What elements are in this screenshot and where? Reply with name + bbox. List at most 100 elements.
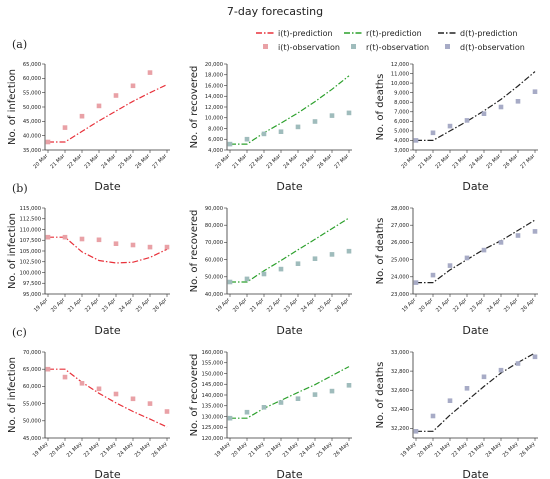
x-tick-label: 25 Mar	[117, 153, 135, 171]
x-tick-label: 21 Mar	[49, 153, 67, 171]
prediction-line	[230, 217, 350, 283]
observation-point	[227, 279, 233, 285]
y-tick-label: 105,000	[20, 249, 41, 255]
observation-point	[113, 391, 119, 397]
y-tick-label: 14,000	[205, 94, 223, 100]
observation-point	[515, 233, 521, 238]
observation-point	[413, 280, 419, 285]
x-tick-label: 19 Apr	[401, 297, 418, 314]
y-tick-label: 18,000	[205, 73, 223, 79]
y-tick-label: 145,000	[202, 382, 223, 388]
observation-point	[278, 266, 284, 272]
observation-point	[62, 125, 68, 130]
y-tick-label: 3,000	[394, 148, 409, 154]
x-axis-label: Date	[276, 468, 303, 479]
x-tick-label: 19 May	[32, 441, 50, 459]
observation-point	[498, 367, 504, 373]
y-axis-label: No. of deaths	[375, 362, 386, 429]
x-tick-label: 21 May	[434, 441, 452, 459]
x-tick-label: 24 Apr	[300, 297, 317, 314]
observation-point	[329, 252, 335, 257]
observation-point	[79, 113, 85, 119]
observation-point	[244, 409, 250, 415]
x-tick-label: 26 Apr	[152, 297, 169, 314]
observation-point	[164, 244, 170, 250]
y-axis-label: No. of infection	[7, 213, 18, 289]
figure-title: 7-day forecasting	[227, 5, 323, 18]
legend-label-d-pred: d(t)-prediction	[460, 29, 517, 38]
observation-point	[278, 129, 284, 134]
x-tick-label: 24 Apr	[486, 297, 503, 314]
y-axis-label: No. of recovered	[189, 66, 200, 149]
y-axis-label: No. of deaths	[375, 218, 386, 285]
x-axis-label: Date	[462, 468, 489, 479]
row-label-a: (a)	[12, 38, 27, 51]
observation-point	[113, 93, 119, 98]
x-tick-label: 23 May	[468, 441, 486, 459]
observation-point	[79, 381, 85, 386]
x-tick-label: 24 May	[299, 441, 317, 459]
prediction-line	[416, 219, 536, 284]
observation-point	[430, 413, 436, 419]
x-axis-label: Date	[276, 180, 303, 193]
prediction-line	[48, 368, 168, 428]
legend: i(t)-prediction r(t)-prediction d(t)-pre…	[256, 29, 525, 52]
panel-c-recovered: 120,000 125,000 130,000 135,000 140,000 145,0…	[189, 350, 352, 479]
row-labels: (a) (b) (c)	[12, 38, 28, 339]
prediction-line	[230, 366, 350, 419]
y-tick-label: 10,000	[205, 116, 223, 122]
observation-point	[464, 386, 470, 391]
x-tick-label: 21 Mar	[417, 153, 435, 171]
observation-point	[147, 401, 153, 406]
y-tick-label: 110,000	[20, 227, 41, 233]
x-axis-label: Date	[94, 468, 121, 479]
x-tick-label: 25 Mar	[485, 153, 503, 171]
observation-point	[130, 242, 136, 248]
y-tick-label: 8,000	[394, 100, 409, 106]
y-tick-label: 6,000	[394, 119, 409, 125]
y-tick-label: 70,000	[23, 350, 41, 356]
legend-swatch-r-obs	[351, 44, 356, 49]
x-tick-label: 23 Mar	[83, 153, 101, 171]
legend-swatch-d-obs	[445, 44, 450, 49]
observation-point	[79, 236, 85, 242]
x-tick-label: 19 Apr	[33, 297, 50, 314]
x-tick-label: 27 Mar	[519, 153, 537, 171]
x-tick-label: 23 May	[100, 441, 118, 459]
legend-swatch-i-obs	[263, 44, 268, 49]
x-tick-label: 20 Mar	[32, 153, 50, 171]
observation-point	[96, 386, 102, 392]
y-axis-label: No. of infection	[7, 357, 18, 433]
y-tick-label: 115,000	[20, 206, 41, 212]
observation-point	[481, 247, 487, 253]
prediction-line	[416, 71, 536, 141]
observation-point	[312, 392, 318, 397]
panel-b-infection: 95,000 97,500 100,000 102,500 105,000 107,500…	[7, 206, 170, 337]
x-tick-label: 19 Apr	[215, 297, 232, 314]
y-axis-label: No. of deaths	[375, 74, 386, 141]
x-tick-label: 20 May	[49, 441, 67, 459]
panel-c-deaths: 32,200 32,400 32,600 32,800 33,000 19 May 20 M…	[375, 350, 538, 479]
observation-point	[113, 241, 119, 246]
observation-point	[96, 103, 102, 109]
observation-point	[515, 361, 521, 366]
panel-b-recovered: 40,000 50,000 60,000 70,000 80,000 90,000 19 A…	[189, 206, 352, 337]
x-tick-label: 26 May	[151, 441, 169, 459]
observation-point	[261, 405, 267, 410]
x-axis-label: Date	[94, 324, 121, 337]
y-tick-label: 45,000	[23, 119, 41, 125]
y-tick-label: 90,000	[205, 206, 223, 212]
observation-point	[244, 136, 250, 142]
x-tick-label: 26 Mar	[134, 153, 152, 171]
y-tick-label: 20,000	[205, 62, 223, 68]
x-axis-label: Date	[462, 180, 489, 193]
observation-point	[430, 130, 436, 136]
observation-point	[227, 141, 233, 147]
y-axis-label: No. of infection	[7, 69, 18, 145]
observation-point	[227, 415, 233, 421]
x-tick-label: 19 May	[400, 441, 418, 459]
x-tick-label: 25 Apr	[135, 297, 152, 314]
legend-label-d-obs: d(t)-observation	[460, 43, 525, 52]
x-axis-label: Date	[94, 180, 121, 193]
observation-point	[130, 396, 136, 402]
